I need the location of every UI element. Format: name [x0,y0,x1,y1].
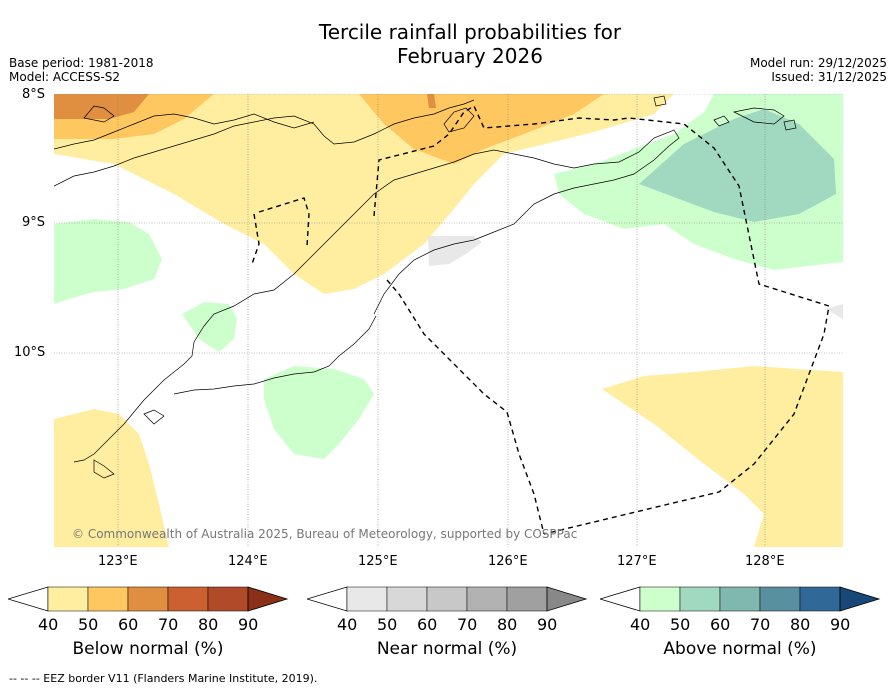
above-normal-zone-s [264,366,374,459]
tick: 50 [78,615,99,634]
lon-label-125e: 125°E [358,554,398,569]
tick: 70 [750,615,771,634]
eez-border [251,104,830,535]
copyright-text: © Commonwealth of Australia 2025, Bureau… [72,527,578,541]
above-normal-zone-w [54,219,162,304]
below-normal-zone-sw [54,409,169,547]
tick: 70 [457,615,478,634]
colorbar-below-scale [6,586,289,612]
issued-date: Issued: 31/12/2025 [771,70,887,84]
below-normal-zone-60 [54,94,149,119]
tick: 40 [630,615,651,634]
below-normal-zone-se [602,366,843,547]
colorbar-near-scale [305,586,588,612]
tick: 40 [38,615,59,634]
colorbar-below-label: Below normal (%) [72,639,224,659]
lon-label-127e: 127°E [617,554,657,569]
below-normal-zone-north [54,94,674,294]
lat-label-10s: 10°S [14,345,46,360]
model-name: Model: ACCESS-S2 [9,70,121,84]
tick: 50 [377,615,398,634]
lon-label-124e: 124°E [228,554,268,569]
meta-right: Model run: 29/12/2025 Issued: 31/12/2025 [750,56,887,84]
title-line-1: Tercile rainfall probabilities for [318,20,622,44]
model-run: Model run: 29/12/2025 [749,56,887,70]
tick: 90 [537,615,558,634]
tick: 60 [710,615,731,634]
tick: 80 [497,615,518,634]
map-title: Tercile rainfall probabilities for Febru… [0,20,896,68]
colorbar-above-scale [598,586,881,612]
colorbar-below: 40 50 60 70 80 90 Below normal (%) [6,585,290,665]
coastlines [54,95,797,479]
map-area [54,94,843,547]
tick: 70 [158,615,179,634]
colorbar-near: 40 50 60 70 80 90 Near normal (%) [305,585,589,665]
lon-label-126e: 126°E [488,554,528,569]
base-period: Base period: 1981-2018 [9,56,154,70]
tick: 40 [337,615,358,634]
colorbar-above-label: Above normal (%) [663,639,817,659]
below-normal-zone-60b [427,94,436,108]
tick: 90 [238,615,259,634]
tick: 60 [118,615,139,634]
title-line-2: February 2026 [397,44,543,68]
tick: 60 [417,615,438,634]
above-normal-zone-ne-50 [639,109,836,222]
tick: 80 [790,615,811,634]
near-normal-zone-e [826,304,843,319]
tick: 50 [670,615,691,634]
lon-label-123e: 123°E [98,554,138,569]
colorbar-above: 40 50 60 70 80 90 Above normal (%) [598,585,882,665]
meta-left: Base period: 1981-2018 Model: ACCESS-S2 [9,56,154,84]
colorbar-near-label: Near normal (%) [376,639,518,659]
lat-label-9s: 9°S [22,215,46,230]
tick: 90 [830,615,851,634]
lon-label-128e: 128°E [745,554,785,569]
graticule [54,94,843,547]
below-normal-zone-50b [359,94,604,164]
near-normal-zone [428,236,482,266]
tick: 80 [198,615,219,634]
footer-note: -- -- -- EEZ border V11 (Flanders Marine… [9,672,318,685]
lat-label-8s: 8°S [22,87,46,102]
above-normal-zone-small [182,302,237,352]
